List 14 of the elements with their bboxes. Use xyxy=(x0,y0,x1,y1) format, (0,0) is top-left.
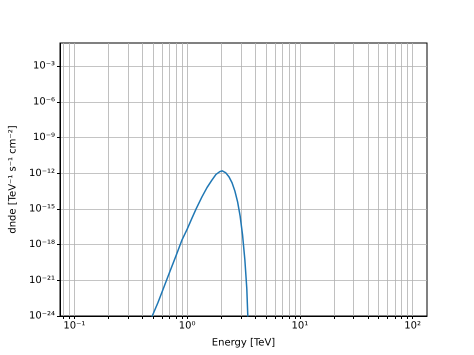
x-tick-label: 10⁰ xyxy=(178,320,196,332)
y-axis-title: dnde [TeV⁻¹ s⁻¹ cm⁻²] xyxy=(8,125,18,234)
x-tick-label: 10¹ xyxy=(292,320,308,332)
x-tick-label: 10² xyxy=(404,320,422,332)
y-tick-label: 10⁻⁹ xyxy=(32,132,55,144)
y-tick-label: 10⁻⁶ xyxy=(32,96,55,108)
y-tick-label: 10⁻¹⁸ xyxy=(28,239,55,250)
y-tick-label: 10⁻¹⁵ xyxy=(28,203,55,214)
x-axis-title: Energy [TeV] xyxy=(212,338,276,348)
y-tick-label: 10⁻²¹ xyxy=(28,274,55,286)
y-tick-label: 10⁻¹² xyxy=(28,168,55,179)
y-tick-label: 10⁻³ xyxy=(32,60,55,72)
y-tick-label: 10⁻²⁴ xyxy=(28,310,55,322)
x-tick-label: 10⁻¹ xyxy=(63,320,86,332)
